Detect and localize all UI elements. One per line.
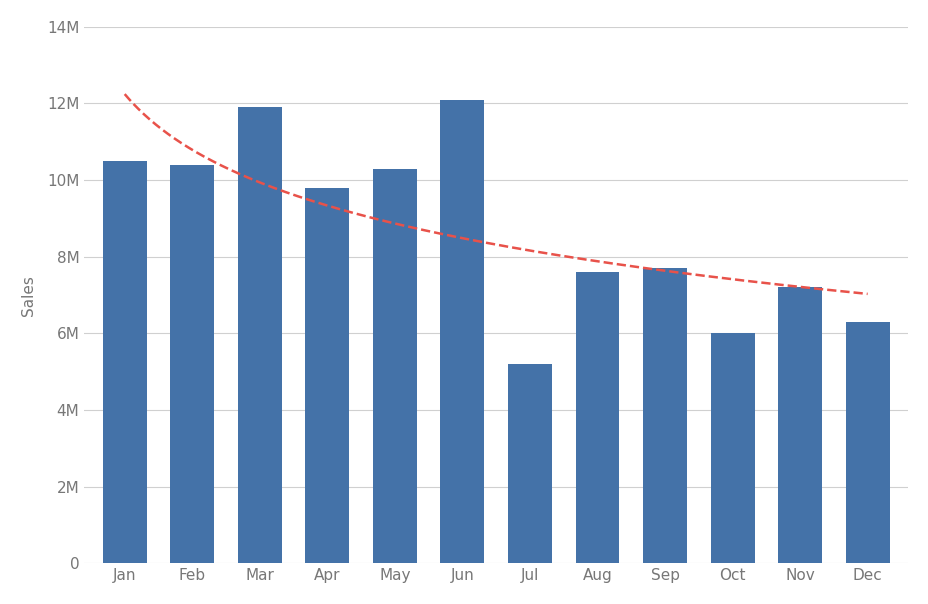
Y-axis label: Sales: Sales [20, 275, 36, 315]
Bar [305, 188, 349, 564]
Bar [238, 108, 281, 564]
Bar [103, 161, 147, 564]
Bar [778, 288, 821, 564]
Bar [508, 364, 551, 564]
Bar [372, 169, 417, 564]
Bar [440, 100, 483, 564]
Bar [844, 322, 889, 564]
Bar [575, 272, 619, 564]
Bar [170, 165, 214, 564]
Bar [642, 268, 686, 564]
Bar [710, 333, 754, 564]
